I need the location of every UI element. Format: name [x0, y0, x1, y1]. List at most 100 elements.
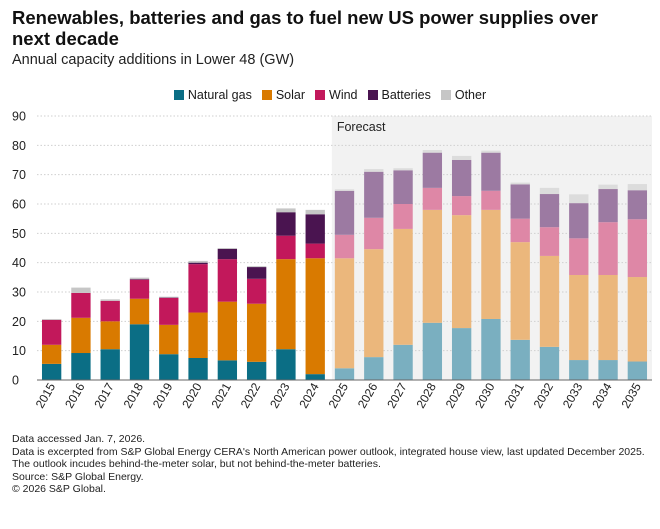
bar-segment-wind-2017 — [100, 300, 120, 322]
bar-segment-other-2034 — [598, 184, 618, 190]
bar-segment-solar-2022 — [246, 303, 267, 362]
forecast-label: Forecast — [337, 120, 386, 134]
legend-label-natural-gas: Natural gas — [187, 88, 252, 102]
bar-segment-solar-2023 — [276, 259, 296, 350]
bar-segment-batteries-2032 — [539, 194, 560, 228]
legend-item-natural-gas: Natural gas — [173, 88, 252, 102]
y-tick-label: 0 — [12, 374, 19, 388]
x-tick-label: 2019 — [150, 380, 176, 410]
bar-segment-wind-2032 — [539, 227, 560, 256]
x-tick-label: 2023 — [267, 380, 293, 410]
bar-segment-wind-2024 — [305, 243, 325, 259]
bar-segment-wind-2015 — [41, 319, 62, 345]
bar-segment-natural-gas-2027 — [393, 344, 413, 380]
bar-segment-solar-2021 — [217, 301, 238, 361]
bar-segment-solar-2019 — [159, 324, 179, 355]
bar-segment-wind-2033 — [569, 238, 589, 275]
bar-segment-other-2032 — [539, 187, 560, 195]
bar-segment-other-2029 — [451, 155, 472, 160]
bar-segment-other-2015 — [41, 318, 62, 320]
bar-segment-solar-2035 — [627, 277, 648, 362]
bar-segment-natural-gas-2025 — [334, 368, 355, 380]
bar-segment-wind-2022 — [246, 278, 267, 304]
bar-segment-batteries-2024 — [305, 214, 325, 244]
bar-segment-other-2026 — [364, 169, 384, 172]
bar-segment-solar-2026 — [364, 249, 384, 358]
bar-segment-batteries-2028 — [422, 152, 443, 188]
note-source: Source: S&P Global Energy. — [12, 470, 144, 483]
bar-segment-wind-2026 — [364, 217, 384, 250]
legend-swatch-solar — [261, 90, 272, 100]
bar-segment-other-2018 — [129, 277, 150, 280]
bar-segment-natural-gas-2030 — [481, 318, 501, 380]
bar-segment-other-2017 — [100, 299, 120, 301]
x-tick-label: 2027 — [384, 380, 410, 410]
bar-segment-solar-2016 — [71, 317, 91, 354]
chart-title: Renewables, batteries and gas to fuel ne… — [12, 7, 598, 49]
y-tick-label: 10 — [12, 344, 26, 358]
bar-segment-other-2016 — [71, 287, 91, 293]
bar-segment-wind-2028 — [422, 187, 443, 210]
x-tick-label: 2016 — [62, 380, 88, 410]
bar-segment-wind-2020 — [188, 264, 208, 313]
bar-segment-solar-2027 — [393, 228, 413, 345]
y-tick-label: 80 — [12, 139, 26, 153]
bar-segment-solar-2031 — [510, 242, 530, 340]
bar-segment-natural-gas-2032 — [539, 346, 560, 380]
bar-segment-natural-gas-2026 — [364, 357, 384, 380]
bar-segment-natural-gas-2035 — [627, 361, 648, 380]
y-axis-ticks: 0 10 20 30 40 50 60 70 80 90 — [12, 110, 26, 388]
legend: Natural gas Solar Wind Batteries Other — [0, 88, 660, 102]
legend-item-batteries: Batteries — [367, 88, 431, 102]
bar-segment-other-2028 — [422, 150, 443, 153]
bar-segment-batteries-2034 — [598, 189, 618, 223]
bar-segment-natural-gas-2018 — [129, 324, 150, 380]
legend-label-batteries: Batteries — [381, 88, 431, 102]
bar-segment-solar-2033 — [569, 274, 589, 361]
bar-segment-other-2022 — [246, 266, 267, 268]
bar-segment-natural-gas-2028 — [422, 322, 443, 380]
bar-segment-wind-2029 — [451, 196, 472, 216]
x-tick-label: 2017 — [91, 380, 117, 410]
bar-segment-other-2021 — [217, 248, 238, 249]
x-tick-label: 2029 — [443, 380, 469, 410]
legend-item-other: Other — [440, 88, 486, 102]
legend-item-wind: Wind — [315, 88, 358, 102]
bar-segment-batteries-2022 — [246, 267, 267, 279]
bar-segment-natural-gas-2022 — [246, 361, 267, 380]
bar-segment-solar-2030 — [481, 209, 501, 319]
x-tick-label: 2024 — [296, 380, 322, 410]
bar-segment-other-2035 — [627, 184, 648, 191]
bar-segment-natural-gas-2034 — [598, 360, 618, 380]
x-tick-label: 2026 — [355, 380, 381, 410]
bar-segment-batteries-2031 — [510, 184, 530, 219]
bar-segment-natural-gas-2015 — [41, 363, 62, 380]
bar-segment-natural-gas-2020 — [188, 358, 208, 380]
bar-segment-batteries-2030 — [481, 152, 501, 191]
y-tick-label: 20 — [12, 315, 26, 329]
chart-subtitle: Annual capacity additions in Lower 48 (G… — [12, 52, 295, 68]
legend-swatch-other — [440, 90, 451, 100]
bar-segment-solar-2015 — [41, 344, 62, 364]
bar-segment-natural-gas-2024 — [305, 374, 325, 380]
bar-segment-wind-2025 — [334, 234, 355, 259]
bar-segment-natural-gas-2023 — [276, 349, 296, 380]
x-tick-label: 2021 — [208, 380, 234, 410]
x-tick-label: 2028 — [413, 380, 439, 410]
bar-segment-batteries-2026 — [364, 171, 384, 218]
bar-segment-solar-2017 — [100, 321, 120, 350]
note-excerpt: Data is excerpted from S&P Global Energy… — [12, 445, 645, 458]
note-accessed: Data accessed Jan. 7, 2026. — [12, 433, 146, 445]
note-copyright: © 2026 S&P Global. — [12, 483, 106, 496]
bar-segment-wind-2027 — [393, 204, 413, 229]
x-tick-label: 2032 — [531, 380, 557, 410]
bar-segment-other-2031 — [510, 182, 530, 185]
bar-segment-natural-gas-2021 — [217, 360, 238, 380]
x-tick-label: 2030 — [472, 380, 498, 410]
bar-segment-batteries-2033 — [569, 203, 589, 239]
y-tick-label: 90 — [12, 110, 26, 124]
bar-segment-batteries-2018 — [129, 279, 150, 280]
bar-segment-wind-2035 — [627, 219, 648, 278]
footnotes: Data accessed Jan. 7, 2026. Data is exce… — [12, 433, 648, 496]
legend-swatch-batteries — [367, 90, 378, 100]
